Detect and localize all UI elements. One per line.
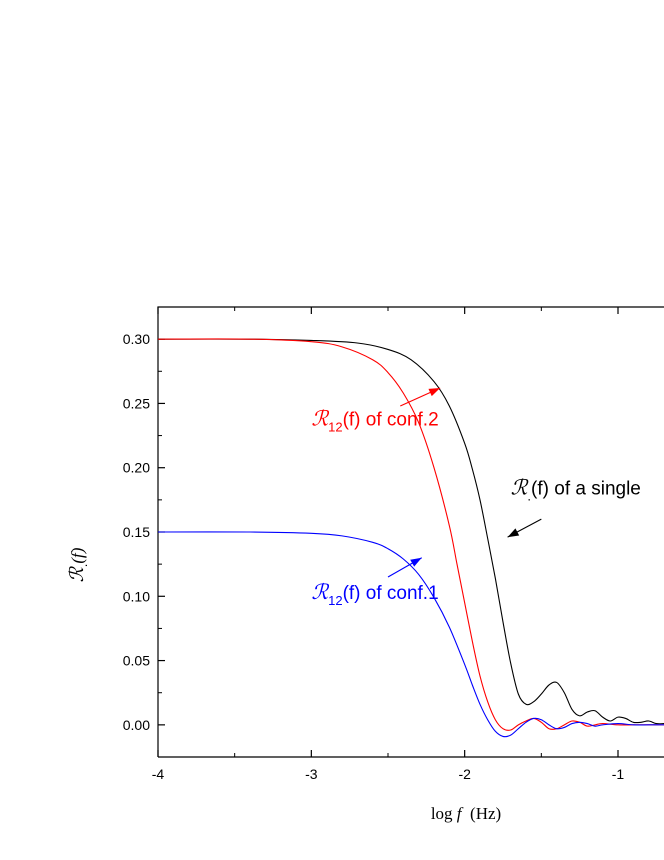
annotation-label-2: ℛ.(f) of a single: [511, 476, 641, 504]
series-line-1: [158, 338, 664, 731]
annotation-text: (f) of conf.1: [343, 583, 439, 604]
x-tick-label: -2: [458, 766, 471, 782]
x-tick-label: -4: [152, 766, 165, 782]
annotation-label-0: ℛ12(f) of conf.2: [311, 406, 438, 434]
x-tick-label: -3: [305, 766, 318, 782]
annotation-symbol: ℛ: [311, 580, 329, 604]
y-tick-label: 0.10: [123, 588, 150, 604]
annotation-label-1: ℛ12(f) of conf.1: [311, 580, 438, 608]
x-tick-label: -1: [612, 766, 625, 782]
y-tick-label: 0.25: [123, 395, 150, 411]
y-tick-label: 0.00: [123, 717, 150, 733]
annotation-arrowhead-1: [410, 557, 422, 567]
y-axis-title-symbol: ℛ: [66, 565, 88, 582]
y-tick-label: 0.05: [123, 653, 150, 669]
annotation-text: (f) of a single: [531, 479, 641, 500]
y-axis-title: ℛ.(f): [66, 547, 90, 582]
y-tick-label: 0.15: [123, 524, 150, 540]
x-axis-title-suffix: (Hz): [462, 804, 502, 823]
annotation-subscript: 12: [328, 593, 342, 608]
annotation-text: (f) of conf.2: [343, 409, 439, 430]
annotation-arrowhead-2: [507, 528, 520, 538]
x-axis-title-prefix: log: [431, 804, 457, 823]
y-axis-title-arg: (f): [68, 547, 87, 563]
y-tick-label: 0.30: [123, 331, 150, 347]
annotation-symbol: ℛ: [311, 406, 329, 430]
y-axis-title-subscript: .: [75, 564, 90, 568]
series-line-0: [158, 338, 664, 725]
annotation-subscript: 12: [328, 419, 342, 434]
annotation-subscript: .: [527, 489, 531, 504]
x-axis: -4 -3 -2 -1: [152, 307, 625, 782]
annotation-symbol: ℛ: [511, 476, 529, 500]
series-line-2: [158, 531, 664, 738]
y-axis: 0.00 0.05 0.10 0.15 0.20 0.25 0.30: [123, 331, 165, 733]
y-tick-label: 0.20: [123, 460, 150, 476]
series-layer: [158, 338, 664, 738]
annotation-arrowhead-0: [428, 388, 441, 397]
x-axis-title-variable: f: [457, 804, 464, 823]
x-axis-title: log f (Hz): [431, 804, 501, 823]
